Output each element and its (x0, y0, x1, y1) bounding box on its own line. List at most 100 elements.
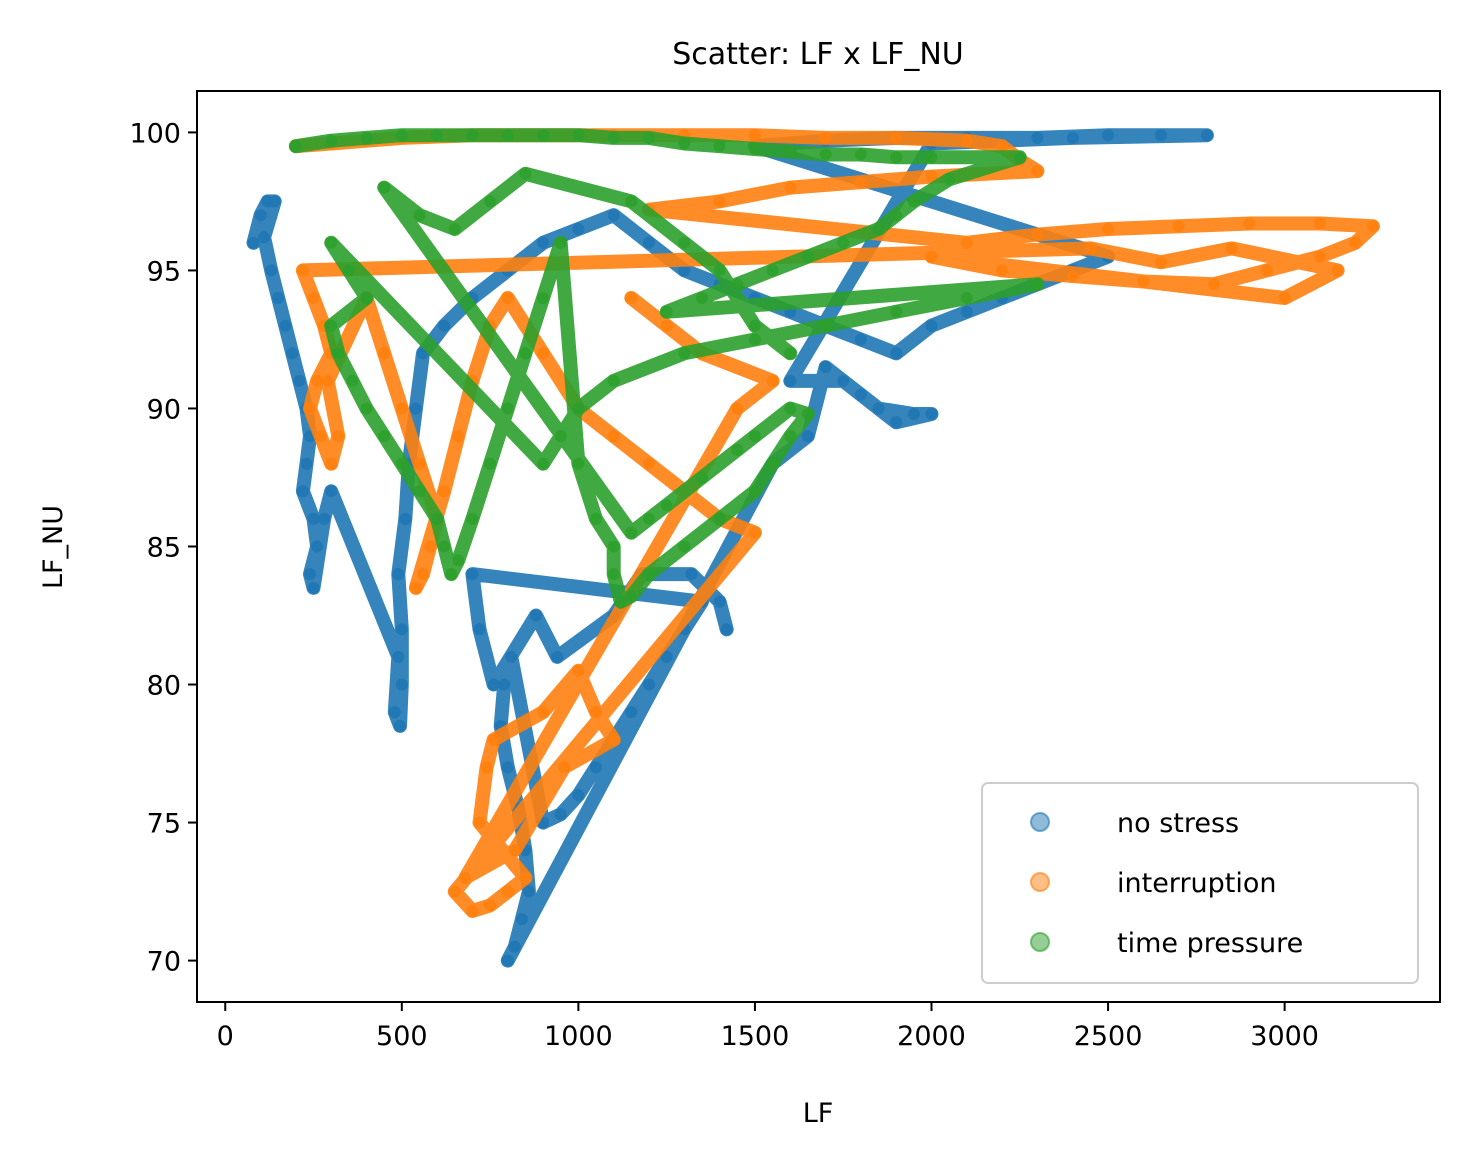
legend-label: interruption (1117, 868, 1277, 899)
data-point (678, 347, 691, 360)
data-point (784, 374, 797, 387)
data-point (607, 209, 620, 222)
y-tick-label: 95 (147, 256, 181, 287)
data-point (265, 264, 278, 277)
x-tick-label: 500 (376, 1021, 428, 1052)
legend-marker (1030, 932, 1050, 952)
data-point (801, 408, 814, 420)
data-point (784, 145, 797, 158)
data-point (448, 223, 461, 235)
data-point (678, 137, 691, 150)
data-point (960, 134, 973, 147)
data-point (321, 374, 334, 387)
series-trace (246, 128, 1214, 968)
data-point (530, 609, 542, 622)
data-point (784, 181, 797, 194)
data-point (1331, 264, 1344, 277)
data-point (360, 131, 373, 144)
data-point (501, 954, 514, 967)
data-point (766, 264, 779, 277)
data-point (394, 719, 406, 732)
data-point (643, 131, 655, 144)
data-point (572, 129, 585, 142)
data-point (519, 871, 532, 884)
data-point (960, 236, 973, 249)
data-point (325, 319, 338, 332)
data-point (713, 264, 726, 277)
data-point (1261, 264, 1273, 277)
data-point (731, 443, 744, 456)
data-point (713, 195, 726, 208)
data-point (1102, 129, 1115, 142)
data-point (466, 904, 479, 917)
data-point (508, 940, 521, 953)
data-point (325, 134, 338, 147)
data-point (307, 292, 320, 304)
y-tick-label: 90 (147, 394, 181, 425)
data-point (1084, 242, 1097, 255)
data-point (519, 167, 532, 180)
data-point (837, 236, 850, 249)
data-point (660, 650, 673, 663)
data-point (784, 430, 797, 443)
data-point (748, 319, 761, 332)
x-tick-label: 1500 (721, 1021, 790, 1052)
data-point (318, 512, 331, 525)
data-point (424, 540, 437, 553)
data-point (925, 408, 938, 420)
data-point (996, 264, 1009, 277)
data-point (501, 402, 514, 415)
series-layer (246, 128, 1380, 968)
data-point (643, 568, 655, 581)
data-point (607, 131, 620, 144)
data-point (819, 319, 832, 332)
data-point (784, 347, 797, 360)
data-point (537, 706, 550, 719)
data-point (395, 623, 408, 636)
data-point (487, 678, 500, 691)
data-point (537, 292, 550, 304)
data-point (413, 485, 426, 498)
x-tick-label: 3000 (1250, 1021, 1319, 1052)
data-point (625, 526, 638, 539)
data-point (537, 129, 550, 142)
data-point (854, 388, 867, 401)
data-point (558, 761, 571, 774)
data-point (748, 143, 761, 155)
data-point (572, 457, 585, 470)
data-point (784, 402, 797, 415)
data-point (395, 678, 408, 691)
data-point (1313, 217, 1326, 230)
data-point (925, 250, 938, 263)
data-point (1225, 242, 1238, 255)
data-point (854, 333, 867, 346)
data-point (247, 236, 260, 249)
data-point (268, 195, 281, 208)
data-point (551, 650, 564, 663)
data-point (696, 471, 708, 484)
series-time-pressure (288, 128, 1045, 609)
data-point (360, 292, 373, 304)
data-point (590, 761, 602, 774)
data-point (643, 512, 655, 525)
data-point (996, 140, 1009, 153)
data-point (1313, 250, 1326, 263)
data-point (748, 430, 761, 443)
data-point (487, 733, 500, 746)
data-point (452, 554, 465, 567)
data-point (748, 526, 761, 539)
data-point (279, 319, 292, 332)
data-point (409, 581, 422, 594)
y-axis-label: LF_NU (38, 505, 69, 589)
data-point (572, 664, 585, 677)
data-point (505, 650, 518, 663)
data-point (607, 430, 620, 443)
data-point (392, 650, 405, 663)
data-point (314, 430, 327, 443)
data-point (748, 129, 761, 142)
data-point (413, 209, 426, 222)
data-point (1155, 256, 1167, 269)
data-point (325, 485, 338, 498)
data-point (890, 151, 903, 164)
data-point (466, 512, 479, 525)
